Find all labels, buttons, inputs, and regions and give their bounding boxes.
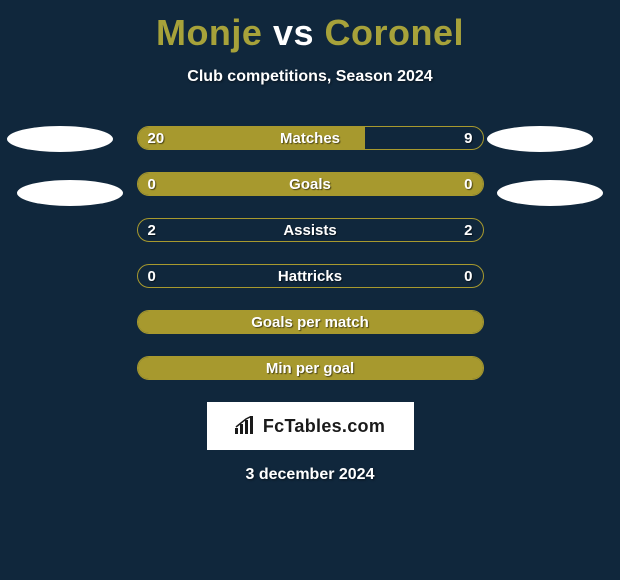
logo-text: FcTables.com (263, 416, 385, 437)
stat-label: Min per goal (138, 357, 483, 379)
decor-ellipse-left-2 (17, 180, 123, 206)
player2-name: Coronel (325, 12, 465, 53)
bar-chart-icon (235, 416, 257, 436)
subtitle: Club competitions, Season 2024 (0, 68, 620, 86)
stat-label: Matches (138, 127, 483, 149)
stat-label: Hattricks (138, 265, 483, 287)
stat-row: 00Hattricks (137, 264, 484, 288)
stat-row: 00Goals (137, 172, 484, 196)
page-title: Monje vs Coronel (0, 0, 620, 54)
player1-name: Monje (156, 12, 263, 53)
stat-label: Goals (138, 173, 483, 195)
comparison-stage: 209Matches 00Goals 22Assists 00Hattricks Goa… (0, 126, 620, 484)
vs-label: vs (273, 12, 314, 53)
decor-ellipse-right-1 (487, 126, 593, 152)
stat-row: Min per goal (137, 356, 484, 380)
footer-date: 3 december 2024 (0, 466, 620, 484)
stat-row: 22Assists (137, 218, 484, 242)
decor-ellipse-left-1 (7, 126, 113, 152)
decor-ellipse-right-2 (497, 180, 603, 206)
stat-rows: 209Matches 00Goals 22Assists 00Hattricks Goa… (0, 126, 620, 380)
stat-row: 209Matches (137, 126, 484, 150)
stat-row: Goals per match (137, 310, 484, 334)
fctables-logo: FcTables.com (207, 402, 414, 450)
stat-label: Assists (138, 219, 483, 241)
stat-label: Goals per match (138, 311, 483, 333)
